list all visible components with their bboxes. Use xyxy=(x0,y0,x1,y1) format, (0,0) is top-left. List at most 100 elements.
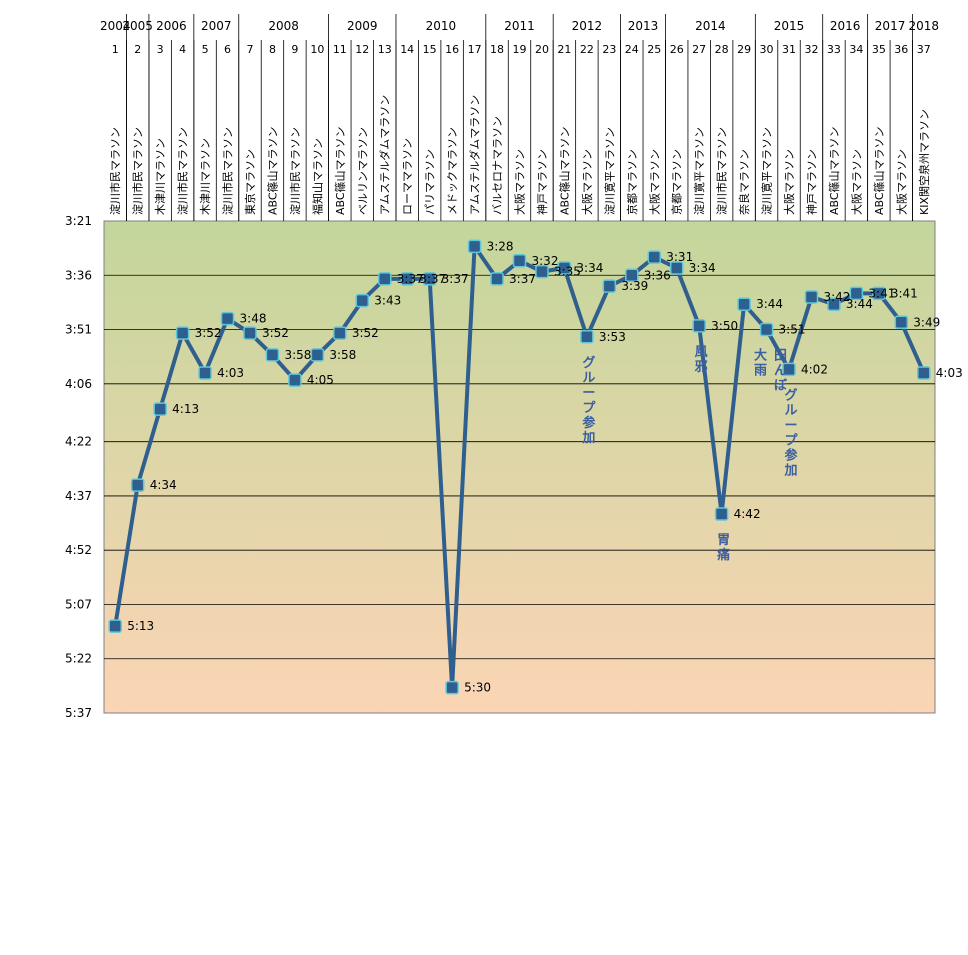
race-name: 奈良マラソン xyxy=(737,149,751,215)
y-tick-label: 4:22 xyxy=(65,435,92,449)
data-label: 3:58 xyxy=(284,348,311,362)
year-label: 2005 xyxy=(122,19,153,33)
data-label: 3:28 xyxy=(487,239,514,253)
race-name: アムステルダムマラソン xyxy=(468,95,482,215)
race-number: 20 xyxy=(535,43,549,56)
data-point xyxy=(333,326,347,340)
race-number: 34 xyxy=(849,43,863,56)
y-tick-label: 5:37 xyxy=(65,706,92,720)
data-label: 3:31 xyxy=(666,250,693,264)
annotation: 風邪 xyxy=(694,345,708,375)
data-point xyxy=(669,261,684,275)
data-label: 3:37 xyxy=(397,272,424,286)
data-point xyxy=(849,286,864,301)
race-number: 30 xyxy=(760,43,774,56)
race-name: メドックマラソン xyxy=(446,127,459,215)
race-name: 淀川市民マラソン xyxy=(221,127,235,215)
plot-background xyxy=(103,220,936,714)
race-number: 2 xyxy=(134,43,141,56)
data-label: 4:13 xyxy=(172,402,199,416)
data-point xyxy=(377,272,392,286)
data-label: 3:37 xyxy=(509,272,536,286)
race-number: 19 xyxy=(513,43,527,56)
race-name: 木津川マラソン xyxy=(199,138,212,215)
data-point xyxy=(220,311,235,326)
annotation: グループ参加 xyxy=(581,355,596,446)
data-label: 3:52 xyxy=(352,326,379,340)
data-label: 3:36 xyxy=(644,268,671,282)
data-point xyxy=(288,373,302,387)
race-name: バルセロナマラソン xyxy=(491,116,504,215)
data-point xyxy=(108,619,122,633)
data-point xyxy=(759,322,774,337)
data-label: 3:52 xyxy=(195,326,222,340)
race-number: 24 xyxy=(625,43,639,56)
race-number: 14 xyxy=(400,43,414,56)
race-name: ABC篠山マラソン xyxy=(333,126,347,215)
race-name: 大阪マラソン xyxy=(782,149,796,215)
year-label: 2006 xyxy=(156,19,187,33)
y-tick-label: 5:22 xyxy=(65,652,92,666)
race-name: 京都マラソン xyxy=(670,149,684,215)
y-axis: 3:21 3:36 3:51 4:06 4:22 4:37 4:52 5:07 5:22 5:37 xyxy=(65,214,92,720)
data-label: 3:51 xyxy=(779,323,806,337)
data-label: 3:58 xyxy=(329,348,356,362)
race-number: 17 xyxy=(468,43,482,56)
data-point xyxy=(198,366,212,380)
data-point xyxy=(310,348,325,362)
y-tick-label: 4:37 xyxy=(65,489,92,503)
race-name: 大阪マラソン xyxy=(580,149,594,215)
race-number: 28 xyxy=(715,43,729,56)
data-label: 5:13 xyxy=(127,619,154,633)
y-tick-label: 5:07 xyxy=(65,597,92,611)
race-name: 東京マラソン xyxy=(243,149,257,215)
race-name: 淀川市民マラソン xyxy=(715,127,729,215)
y-tick-label: 4:52 xyxy=(65,543,92,557)
race-name: KIX関空泉州マラソン xyxy=(917,109,931,215)
data-point xyxy=(243,326,257,340)
data-label: 3:44 xyxy=(846,297,873,311)
data-label: 3:44 xyxy=(756,297,783,311)
y-tick-label: 3:21 xyxy=(65,214,92,228)
data-point xyxy=(647,250,662,264)
markers xyxy=(108,239,931,695)
year-label: 2004 xyxy=(100,19,131,33)
race-number: 15 xyxy=(423,43,437,56)
data-label: 3:34 xyxy=(689,261,716,275)
race-name: 京都マラソン xyxy=(625,149,639,215)
year-label: 2007 xyxy=(201,19,232,33)
race-name: 木津川マラソン xyxy=(154,138,167,215)
race-number: 25 xyxy=(647,43,661,56)
year-label: 2017 xyxy=(875,19,906,33)
race-name: 淀川寛平マラソン xyxy=(760,127,774,215)
race-name: 神戸マラソン xyxy=(804,149,818,215)
race-name: 淀川市民マラソン xyxy=(288,127,302,215)
year-label: 2011 xyxy=(504,19,535,33)
race-number: 35 xyxy=(872,43,886,56)
data-point xyxy=(400,272,414,286)
year-label: 2009 xyxy=(347,19,378,33)
data-label: 3:37 xyxy=(419,272,446,286)
data-labels: 5:134:344:133:524:033:483:523:584:053:58… xyxy=(127,239,962,694)
data-point xyxy=(265,348,280,362)
data-point xyxy=(153,402,167,416)
race-number: 11 xyxy=(333,43,347,56)
data-point xyxy=(602,279,617,293)
race-number: 16 xyxy=(445,43,459,56)
race-number: 21 xyxy=(557,43,571,56)
race-name: 大阪マラソン xyxy=(647,149,661,215)
race-name: 大阪マラソン xyxy=(894,149,908,215)
data-label: 3:50 xyxy=(711,319,738,333)
data-label: 5:30 xyxy=(464,681,491,695)
race-name: ベルリンマラソン xyxy=(356,127,369,215)
data-point xyxy=(917,366,931,380)
data-point xyxy=(625,268,639,283)
race-number: 6 xyxy=(224,43,231,56)
data-label: 3:48 xyxy=(240,312,267,326)
data-point xyxy=(535,264,549,279)
data-label: 3:42 xyxy=(823,290,850,304)
data-point xyxy=(512,254,527,268)
race-name: ABC篠山マラソン xyxy=(265,126,279,215)
y-tick-label: 3:51 xyxy=(65,323,92,337)
annotation: 胃痛 xyxy=(716,533,730,563)
